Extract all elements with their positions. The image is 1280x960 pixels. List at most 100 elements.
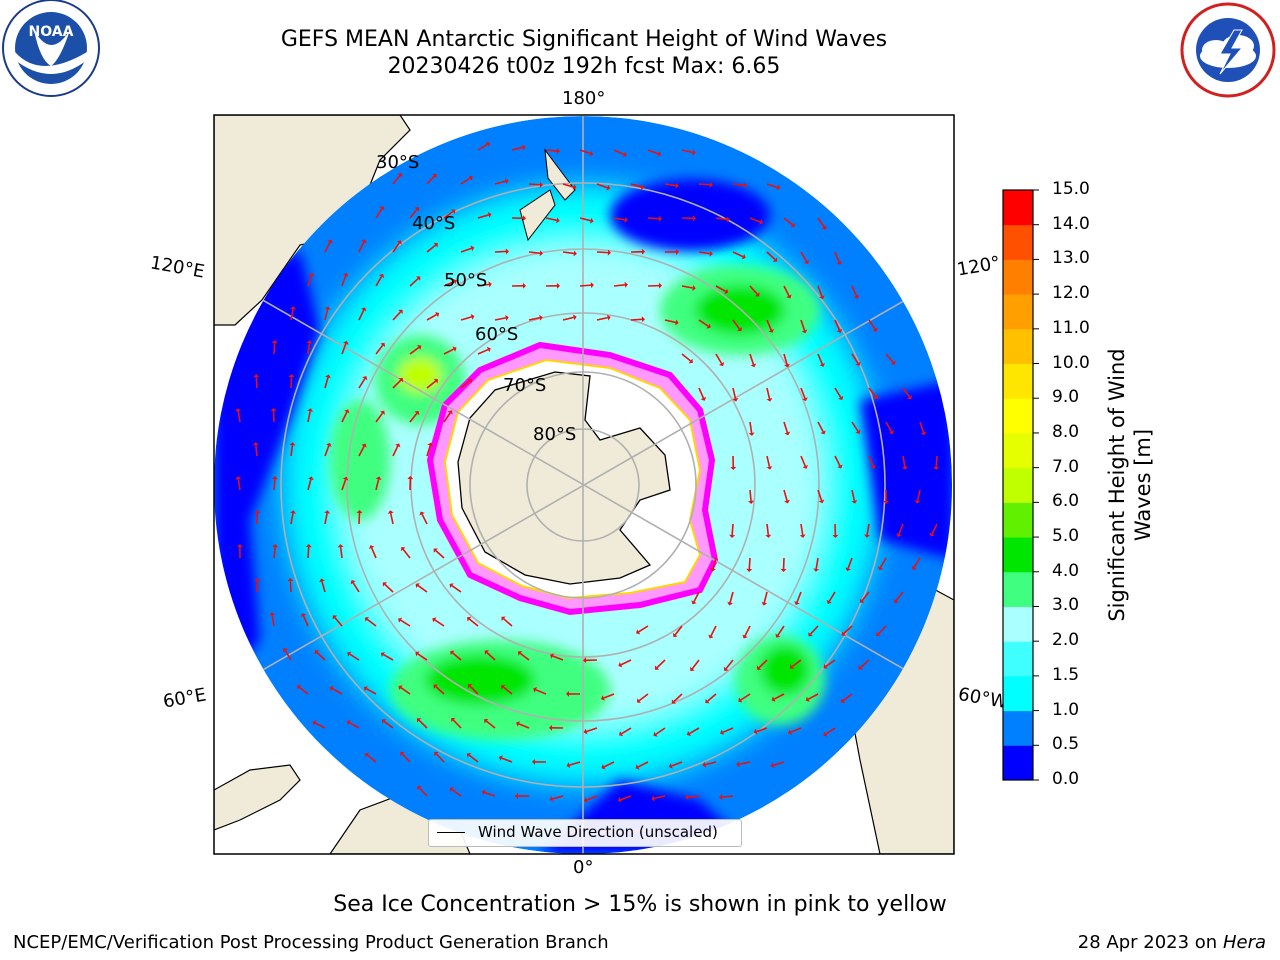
lat-label-60s: 60°S <box>475 324 519 345</box>
wind-arrow <box>766 251 778 262</box>
wind-arrow <box>596 183 611 191</box>
wind-arrow <box>415 583 428 593</box>
wind-arrow <box>579 149 594 157</box>
wind-arrow <box>324 239 333 253</box>
wind-arrow <box>477 141 490 151</box>
wind-arrow <box>419 511 428 525</box>
wind-arrow <box>851 421 861 434</box>
wind-arrow <box>800 251 810 265</box>
wind-arrow <box>708 625 717 639</box>
wind-arrow <box>654 659 666 670</box>
wind-arrow <box>532 758 547 765</box>
wind-arrow <box>511 215 526 222</box>
wind-arrow <box>307 272 315 287</box>
colorbar-tick-label: 12.0 <box>1052 283 1090 304</box>
wind-arrow <box>501 684 513 695</box>
wind-arrow <box>698 319 711 329</box>
wind-arrow <box>864 523 871 538</box>
wind-arrow <box>601 761 615 770</box>
wind-arrow <box>834 251 843 265</box>
wind-arrow <box>494 178 509 185</box>
wind-arrow <box>375 476 382 491</box>
wind-arrow <box>501 616 513 627</box>
wind-arrow <box>545 282 560 289</box>
wind-arrow <box>341 476 349 491</box>
colorbar-tick-label: 4.0 <box>1052 560 1080 581</box>
colorbar-segment <box>1003 467 1033 503</box>
wind-arrow <box>392 378 403 389</box>
wind-arrow <box>511 282 526 289</box>
wind-arrow <box>813 557 820 572</box>
colorbar-tick-label: 2.0 <box>1052 630 1080 651</box>
wind-arrow <box>800 455 809 469</box>
wind-arrow <box>902 387 912 400</box>
wind-arrow <box>851 285 860 299</box>
wind-arrow <box>484 718 496 729</box>
footer-date: 28 Apr 2023 on Hera <box>1078 932 1266 953</box>
colorbar-segment <box>1003 224 1033 260</box>
wind-arrow <box>596 314 611 321</box>
wind-arrow <box>613 149 627 158</box>
wind-arrow <box>651 795 666 802</box>
wind-arrow <box>270 408 277 423</box>
wind-arrow <box>433 684 445 695</box>
wind-arrow <box>368 545 377 559</box>
wind-arrow <box>545 147 560 154</box>
wind-arrow <box>583 657 598 664</box>
wind-arrow <box>723 659 734 671</box>
wind-arrow <box>290 510 296 525</box>
wind-arrow <box>528 181 543 188</box>
colorbar-segment <box>1003 675 1033 712</box>
colorbar-tick-label: 3.0 <box>1052 595 1080 616</box>
wind-arrow <box>770 761 785 769</box>
footer-date-text: 28 Apr 2023 on <box>1077 932 1218 953</box>
wind-arrow <box>375 410 385 423</box>
wind-arrow <box>799 523 806 538</box>
wind-arrow <box>919 421 927 436</box>
wind-arrow <box>467 616 479 627</box>
wind-arrow <box>596 249 611 256</box>
wind-arrow <box>460 378 472 389</box>
wind-arrow <box>929 523 938 537</box>
wind-arrow <box>296 684 309 695</box>
chart-subtitle: 20230426 t00z 192h fcst Max: 6.65 <box>387 54 781 79</box>
wind-arrow <box>477 346 491 355</box>
wind-arrow <box>686 727 700 737</box>
wind-arrow <box>748 489 755 504</box>
wind-arrow <box>450 650 462 661</box>
wind-arrow <box>443 346 457 355</box>
wind-arrow <box>808 625 819 637</box>
footer-credit: NCEP/EMC/Verification Post Processing Pr… <box>13 932 609 953</box>
wind-arrow <box>710 557 717 572</box>
noaa-logo: NOAA <box>2 0 100 97</box>
wind-arrow <box>789 659 802 670</box>
wind-arrow <box>823 727 836 737</box>
wind-arrow <box>426 378 438 389</box>
wind-arrow <box>775 625 785 638</box>
colorbar-tick-label: 7.0 <box>1052 456 1080 477</box>
wind-arrow <box>443 410 453 423</box>
wind-arrow <box>845 557 853 572</box>
wind-arrow <box>282 648 292 661</box>
wind-arrow <box>783 489 790 504</box>
wind-arrow <box>365 752 377 763</box>
colorbar-tick-label: 14.0 <box>1052 213 1090 234</box>
wind-arrow <box>783 421 791 436</box>
wind-arrow <box>392 309 403 321</box>
wind-arrow <box>630 248 645 255</box>
wind-arrow <box>732 387 739 402</box>
wind-arrow <box>416 718 428 729</box>
wind-arrow <box>896 523 904 538</box>
wind-arrow <box>901 455 908 470</box>
wind-arrow <box>528 314 543 321</box>
wind-arrow <box>780 557 787 572</box>
nws-logo <box>1180 2 1276 98</box>
wind-arrow <box>549 795 564 802</box>
wind-arrow <box>409 276 421 287</box>
wind-arrow <box>868 387 879 400</box>
wind-arrow <box>235 408 242 423</box>
wind-arrow <box>269 612 276 627</box>
colorbar-segment <box>1003 432 1033 469</box>
chart-title: GEFS MEAN Antarctic Significant Height o… <box>280 27 888 52</box>
colorbar-tick-label: 5.0 <box>1052 526 1080 547</box>
